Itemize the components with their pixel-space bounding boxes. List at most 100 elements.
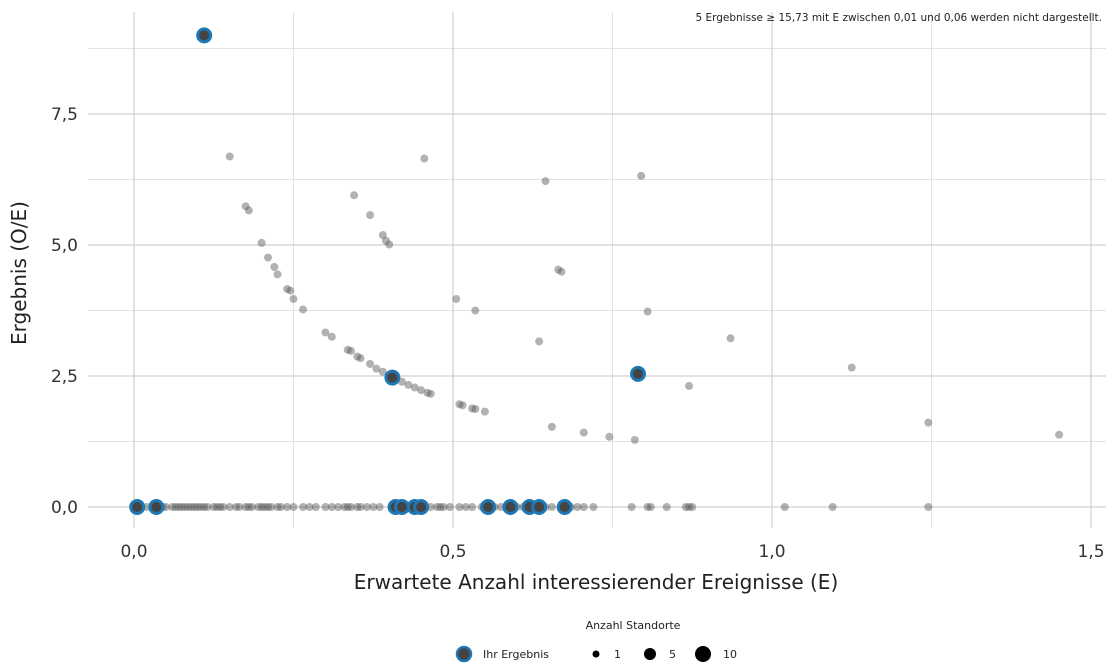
data-point [685, 381, 694, 390]
data-point [1055, 430, 1064, 439]
data-point [688, 503, 697, 511]
data-point [181, 503, 190, 511]
data-point [541, 177, 550, 186]
data-point [468, 503, 477, 511]
data-point [646, 503, 655, 511]
data-point [184, 503, 193, 511]
data-point [235, 503, 244, 511]
data-point [356, 503, 365, 511]
data-point [283, 285, 292, 294]
data-point [174, 503, 183, 511]
data-point [471, 405, 480, 414]
legend-highlight-marker [455, 645, 473, 663]
data-point [385, 240, 394, 249]
legend: Anzahl Standorte Ihr Ergebnis 1 5 10 [455, 619, 737, 663]
data-point [366, 211, 375, 220]
data-point [366, 359, 375, 368]
data-point [257, 238, 266, 247]
data-point [382, 236, 391, 245]
data-point [589, 503, 598, 511]
data-point [557, 267, 566, 276]
data-point [212, 503, 221, 511]
data-point [273, 503, 282, 511]
data-point [685, 503, 694, 511]
data-point [445, 503, 454, 511]
data-point [455, 400, 464, 409]
data-point [372, 364, 381, 373]
data-point [637, 171, 646, 180]
data-point [847, 363, 856, 372]
data-point-your-result [413, 499, 430, 515]
data-point [171, 503, 180, 511]
data-point [535, 337, 544, 346]
data-point [471, 306, 480, 315]
data-point [190, 503, 199, 511]
data-point [327, 503, 336, 511]
data-point [468, 404, 477, 413]
data-point [410, 383, 419, 392]
data-point [579, 503, 588, 511]
data-point [203, 503, 212, 511]
data-point [452, 294, 461, 303]
data-point-your-result [129, 499, 146, 515]
data-point [356, 354, 365, 363]
data-point [289, 503, 298, 511]
data-point [177, 503, 186, 511]
data-point-your-result [531, 499, 548, 515]
legend-size-label-1: 1 [614, 648, 621, 661]
data-point [321, 503, 330, 511]
data-point [254, 503, 263, 511]
y-tick-label: 2,5 [51, 367, 78, 387]
data-point [225, 503, 234, 511]
data-point [187, 503, 196, 511]
data-point [340, 503, 349, 511]
data-point [244, 503, 253, 511]
data-point [780, 503, 789, 511]
data-point [311, 503, 320, 511]
x-tick-label: 0,0 [120, 542, 147, 562]
data-point [346, 346, 355, 355]
x-axis-ticks: 0,0 0,5 1,0 1,5 [120, 542, 1104, 562]
legend-title: Anzahl Standorte [586, 619, 681, 632]
data-point [350, 191, 359, 200]
data-point [219, 503, 228, 511]
legend-size-marker-1 [592, 650, 600, 658]
data-point [241, 503, 250, 511]
data-point [299, 305, 308, 314]
data-point [196, 503, 205, 511]
data-point [353, 352, 362, 361]
data-point [343, 345, 352, 354]
legend-size-label-10: 10 [723, 648, 737, 661]
data-point [547, 422, 556, 431]
legend-size-label-5: 5 [669, 648, 676, 661]
data-point-your-result [196, 27, 213, 44]
data-point [436, 503, 445, 511]
data-point [276, 503, 285, 511]
data-point [627, 503, 636, 511]
points-other-sites [136, 152, 1064, 511]
data-point [346, 503, 355, 511]
data-point-your-result [480, 499, 497, 515]
data-point [579, 428, 588, 437]
data-point [193, 503, 202, 511]
data-point [248, 503, 257, 511]
x-tick-label: 1,0 [758, 542, 785, 562]
data-point [299, 503, 308, 511]
y-tick-label: 7,5 [51, 105, 78, 125]
data-point-your-result [393, 499, 410, 515]
x-tick-label: 0,5 [439, 542, 466, 562]
data-point [334, 503, 343, 511]
data-point [924, 418, 933, 427]
data-point-your-result [148, 499, 165, 515]
data-point [225, 152, 234, 161]
data-point [417, 386, 426, 395]
data-point [681, 503, 690, 511]
data-point [289, 294, 298, 303]
data-point [200, 503, 209, 511]
y-tick-label: 0,0 [51, 498, 78, 518]
legend-highlight-label: Ihr Ergebnis [483, 648, 549, 661]
data-point [726, 334, 735, 343]
data-point [420, 154, 429, 163]
data-point [168, 503, 177, 511]
data-point [643, 503, 652, 511]
